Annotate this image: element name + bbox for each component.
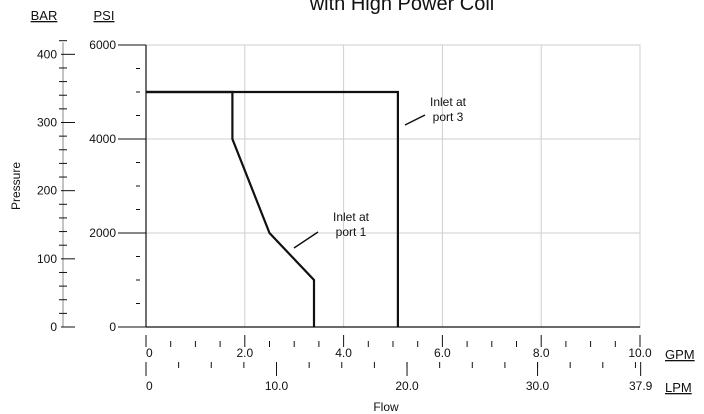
bar-unit-label: BAR [31, 8, 58, 23]
psi-tick-label: 4000 [89, 132, 116, 146]
gpm-tick-label: 6.0 [434, 346, 451, 360]
series-line-1 [146, 90, 316, 327]
labels: 6000 4000 2000 0 400 300 200 100 0 0 2.0 4.0 6.0 8.0 1… [9, 8, 695, 414]
gpm-tick-label: 2.0 [236, 346, 253, 360]
y-axis-title: Pressure [9, 162, 23, 210]
annotation-line: port 1 [336, 225, 367, 239]
gpm-tick-label: 0 [146, 346, 153, 360]
annotation-line: port 3 [433, 110, 464, 124]
annotation-leader-2 [404, 114, 426, 126]
gpm-tick-label: 10.0 [628, 346, 652, 360]
bar-tick-label: 300 [37, 115, 57, 129]
series-line-2 [146, 90, 399, 327]
gpm-unit-label: GPM [665, 347, 695, 362]
lpm-unit-label: LPM [665, 380, 692, 395]
psi-tick-label: 2000 [89, 226, 116, 240]
lpm-tick-label: 30.0 [526, 379, 550, 393]
annotation-1: Inlet at port 1 [333, 210, 370, 239]
annotation-line: Inlet at [333, 210, 370, 224]
bar-tick-label: 0 [50, 320, 57, 334]
plot-frame [145, 44, 641, 328]
annotation-line: Inlet at [430, 95, 467, 109]
series [146, 90, 426, 327]
psi-unit-label: PSI [94, 8, 115, 23]
x-axis-title: Flow [373, 400, 399, 414]
annotation-2: Inlet at port 3 [430, 95, 467, 124]
grid [145, 44, 641, 328]
chart-title: with High Power Coil [309, 0, 495, 15]
annotation-leader-1 [293, 231, 319, 249]
bar-tick-label: 200 [37, 184, 57, 198]
bar-tick-label: 400 [37, 47, 57, 61]
lpm-tick-label: 37.9 [629, 379, 653, 393]
lpm-tick-label: 10.0 [265, 379, 289, 393]
bar-tick-label: 100 [37, 252, 57, 266]
lpm-tick-label: 0 [146, 379, 153, 393]
gpm-tick-label: 8.0 [533, 346, 550, 360]
psi-tick-label: 0 [109, 320, 116, 334]
lpm-tick-label: 20.0 [395, 379, 419, 393]
gpm-tick-label: 4.0 [335, 346, 352, 360]
psi-tick-label: 6000 [89, 38, 116, 52]
